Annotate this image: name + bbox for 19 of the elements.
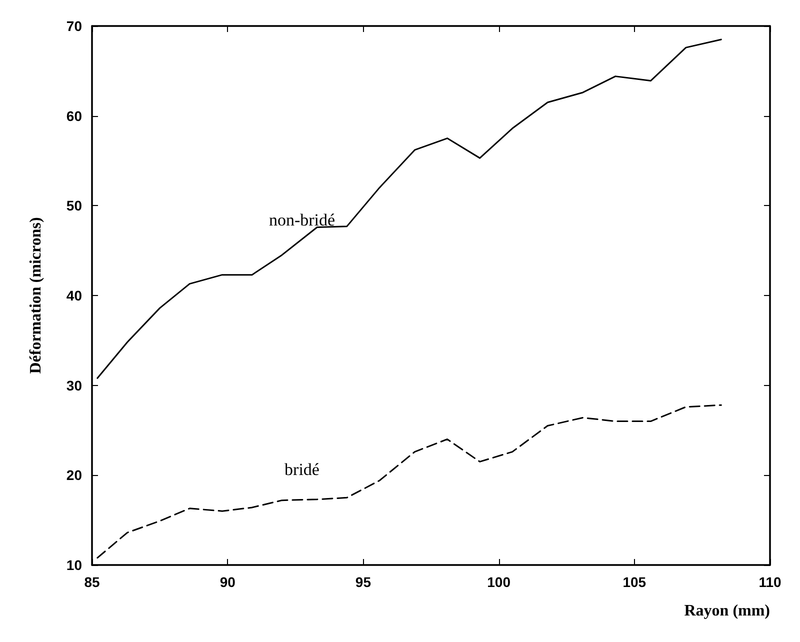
line-series — [96, 38, 722, 379]
y-tick-label: 50 — [66, 198, 82, 214]
y-tick-label: 30 — [66, 377, 82, 394]
x-tick-label: 105 — [622, 574, 646, 590]
x-tick-label: 95 — [355, 574, 372, 590]
x-tick-label: 90 — [220, 574, 236, 590]
y-tick-label: 20 — [66, 467, 82, 484]
y-tick-label: 70 — [66, 18, 82, 34]
x-tick-label: 85 — [84, 574, 100, 590]
line-series — [96, 404, 722, 559]
series-label: non-bridé — [268, 210, 336, 230]
series-label: bridé — [284, 460, 320, 480]
x-tick-label: 100 — [487, 574, 511, 590]
y-tick-label: 10 — [66, 557, 82, 573]
y-axis-title: Déformation (microns) — [28, 217, 44, 374]
x-tick-label: 110 — [758, 574, 782, 590]
y-tick-label: 60 — [66, 108, 82, 124]
x-axis-title: Rayon (mm) — [684, 602, 770, 620]
y-tick-label: 40 — [66, 288, 82, 304]
